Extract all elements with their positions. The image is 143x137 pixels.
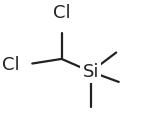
- Text: Cl: Cl: [2, 56, 20, 74]
- Text: Cl: Cl: [53, 4, 70, 22]
- Text: Si: Si: [83, 63, 99, 81]
